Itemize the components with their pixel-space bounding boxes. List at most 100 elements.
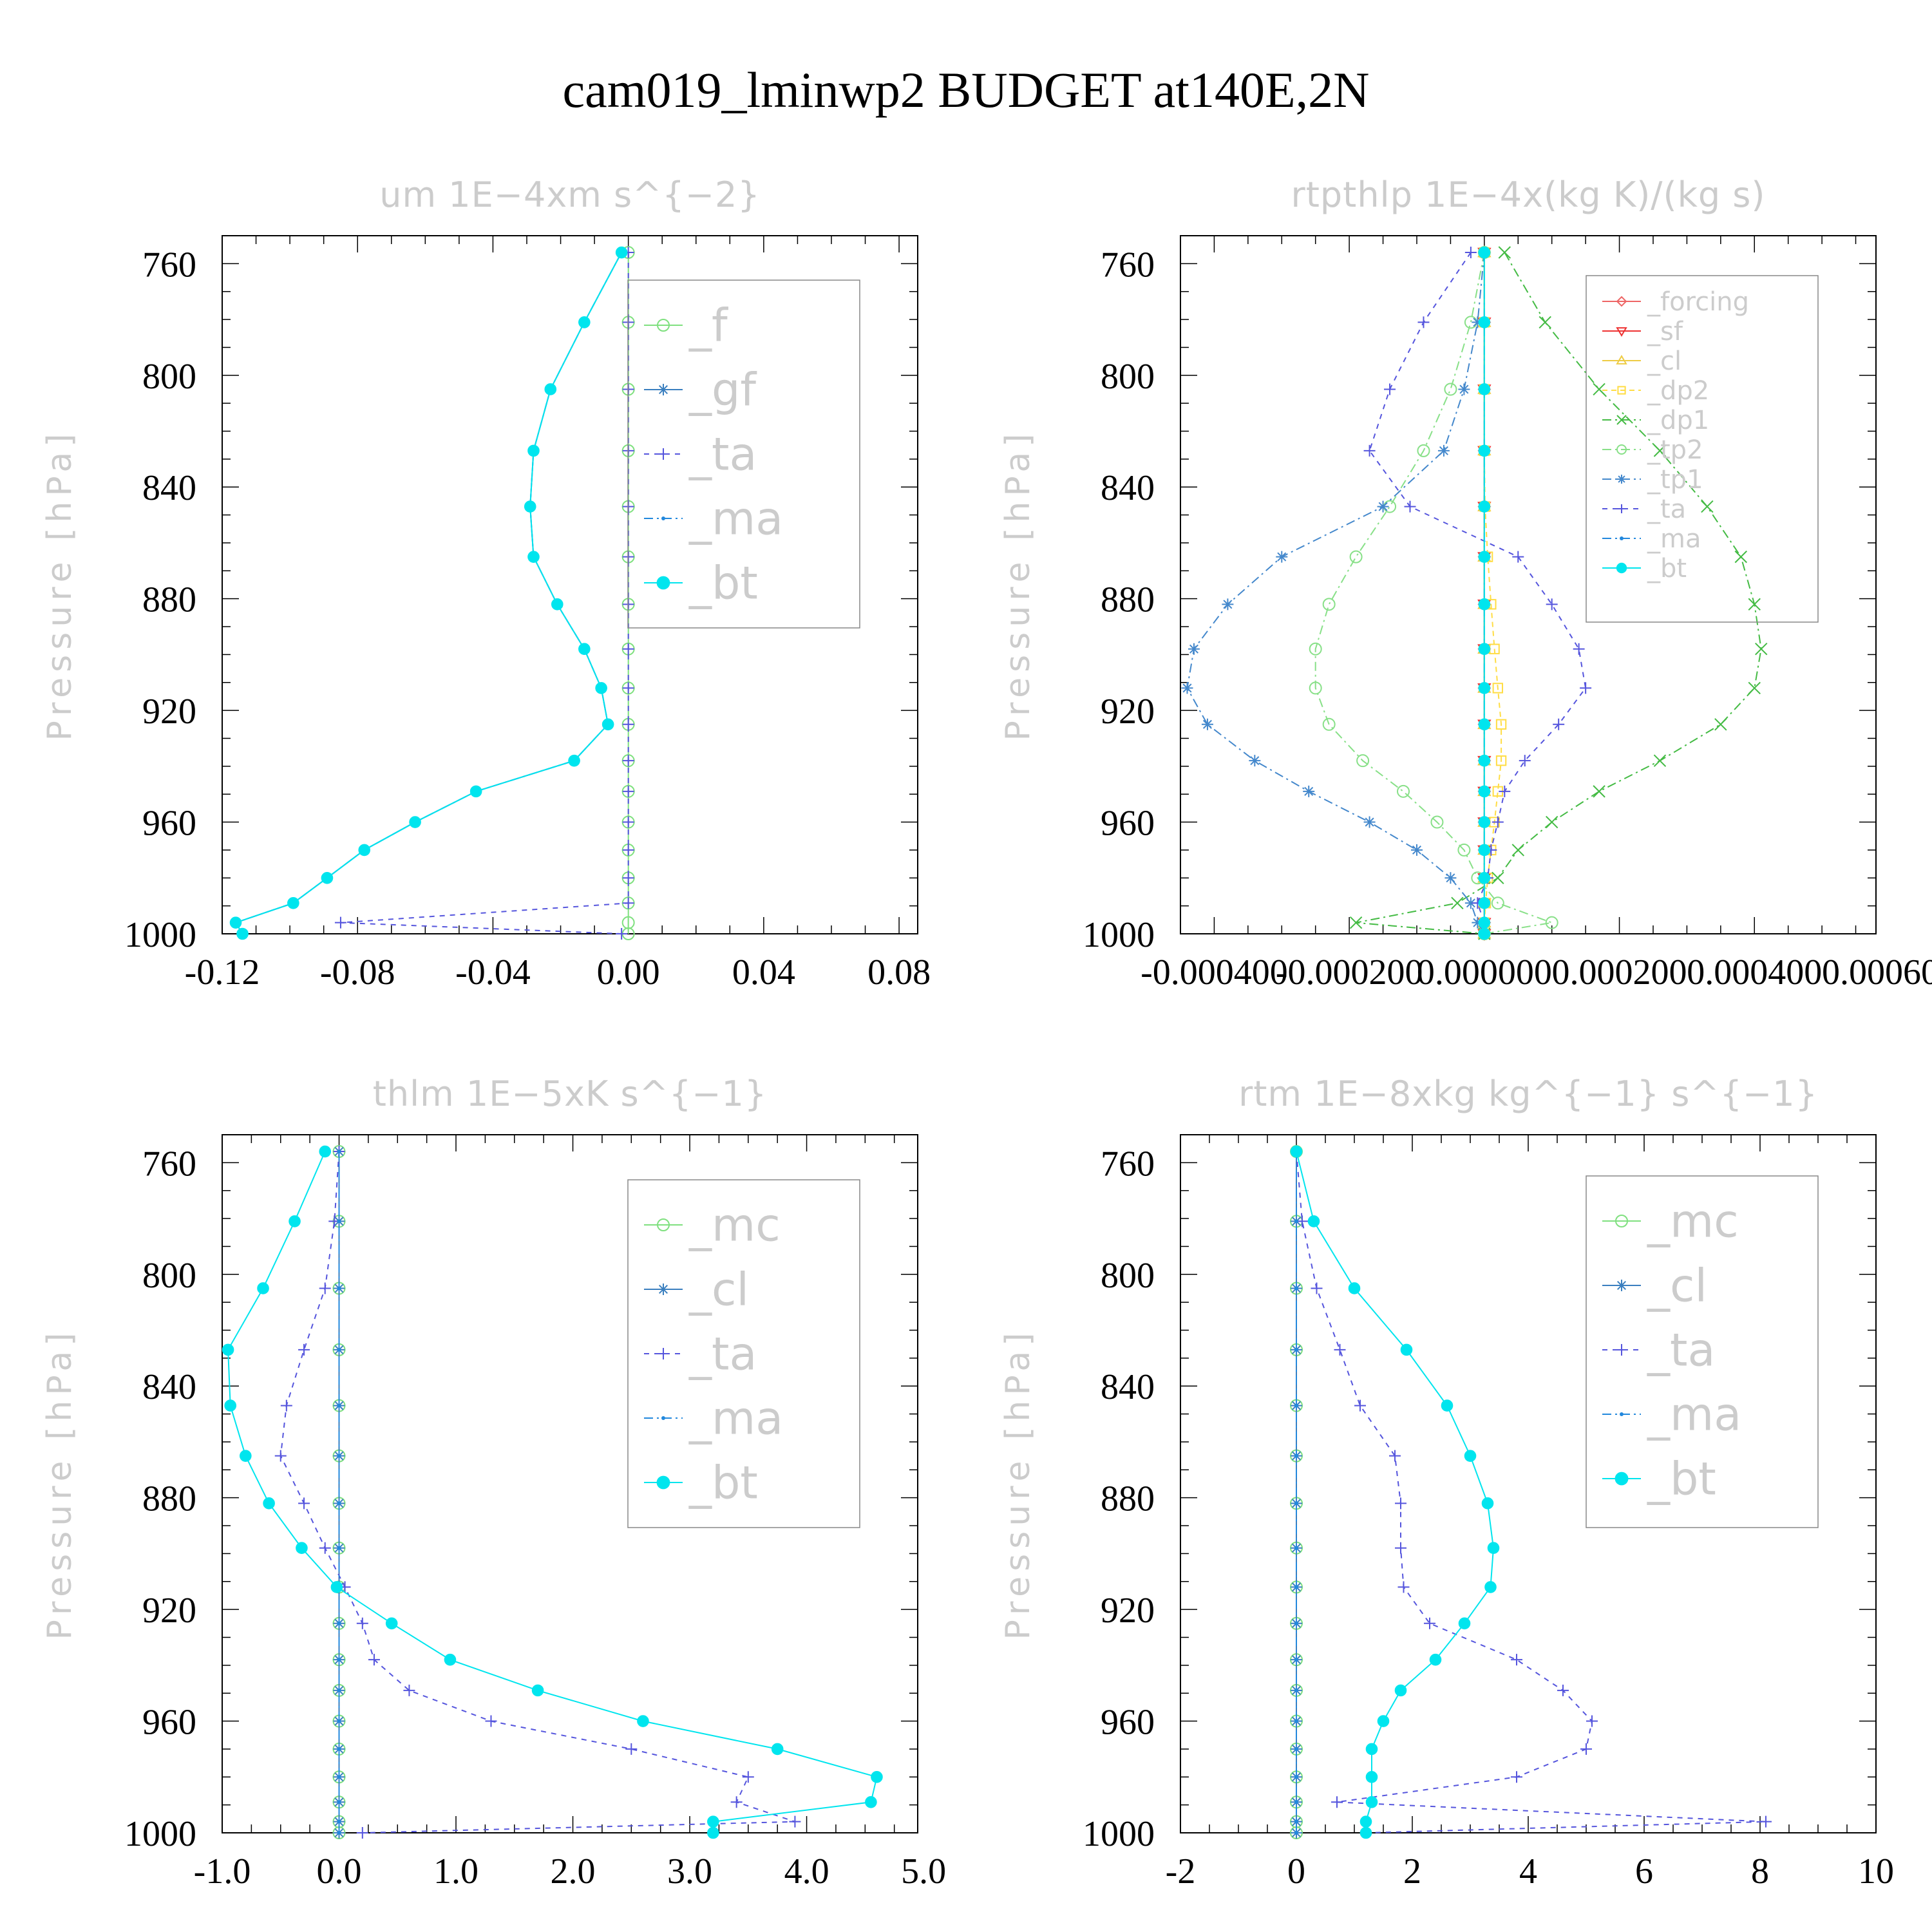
legend-entry: _ma <box>1602 1388 1741 1441</box>
y-tick-label: 920 <box>142 1591 196 1631</box>
legend-marker <box>657 1218 670 1231</box>
data-point <box>1397 1581 1410 1593</box>
series-gf <box>230 247 628 940</box>
legend-entry: _cl <box>1602 346 1681 376</box>
series-line <box>1368 252 1587 934</box>
data-point <box>337 1621 341 1625</box>
legend-label: _cl <box>688 1264 749 1316</box>
data-point <box>1458 383 1470 395</box>
data-point <box>730 1796 743 1808</box>
legend-marker <box>1616 355 1627 365</box>
y-tick-label: 880 <box>1101 580 1155 620</box>
data-point <box>1553 718 1565 730</box>
data-point <box>1359 1826 1372 1839</box>
legend-marker <box>1616 1280 1627 1291</box>
legend-marker <box>658 448 669 460</box>
legend-marker <box>1616 415 1627 425</box>
data-point <box>1478 785 1491 798</box>
data-point <box>1492 816 1504 828</box>
data-point <box>1417 444 1430 457</box>
data-point <box>1222 598 1234 611</box>
data-point <box>1734 550 1747 564</box>
data-point <box>1334 1343 1346 1356</box>
legend-entry: _ta <box>1602 1324 1715 1377</box>
data-point <box>1478 916 1491 929</box>
data-point <box>622 755 634 767</box>
x-tick-label: 2.0 <box>551 1852 596 1891</box>
y-tick-label: 800 <box>1101 1256 1155 1296</box>
legend-entry: _ma <box>1602 524 1701 554</box>
data-point <box>1294 1819 1298 1824</box>
page-title: cam019_lminwp2 BUDGET at140E,2N <box>562 62 1370 118</box>
data-point <box>637 1715 649 1727</box>
data-point <box>1557 1684 1569 1696</box>
x-tick-label: 0.00 <box>597 952 660 992</box>
x-tick-label: 0.08 <box>867 952 931 992</box>
data-point <box>1539 316 1551 329</box>
legend-label: _cl <box>1647 346 1681 376</box>
legend-marker <box>658 1283 669 1295</box>
series-dp1 <box>1349 246 1768 940</box>
data-point <box>1573 643 1585 655</box>
data-point <box>1359 1815 1372 1828</box>
data-point <box>1593 383 1605 396</box>
data-point <box>1394 1684 1407 1697</box>
data-point <box>1311 1282 1323 1294</box>
plot-frame <box>1180 235 1877 934</box>
data-point <box>319 1542 331 1554</box>
x-tick-label: 5.0 <box>901 1852 946 1891</box>
legend-label: _ta <box>1647 1324 1715 1377</box>
series-bt <box>1478 246 1491 940</box>
data-point <box>1495 719 1507 730</box>
data-point <box>524 500 536 513</box>
data-point <box>1484 1581 1497 1593</box>
data-point <box>707 1815 719 1828</box>
x-tick-label: 8 <box>1751 1852 1769 1891</box>
data-point <box>1188 643 1200 655</box>
data-point <box>1294 1658 1298 1662</box>
x-tick-label: 3.0 <box>667 1852 712 1891</box>
y-tick-label: 800 <box>142 357 196 397</box>
data-point <box>1303 785 1315 797</box>
legend-label: _tp2 <box>1647 435 1703 465</box>
data-point <box>1365 1770 1378 1783</box>
data-point <box>1519 755 1531 767</box>
data-point <box>1478 500 1491 513</box>
data-point <box>469 785 482 798</box>
legend-label: _sf <box>1647 317 1683 346</box>
y-tick-label: 1000 <box>1083 915 1155 955</box>
data-point <box>551 598 564 611</box>
legend-label: _cl <box>1647 1260 1707 1312</box>
legend-entry: _bt <box>644 1457 758 1510</box>
legend-entry: _bt <box>644 557 758 610</box>
data-point <box>1322 598 1336 611</box>
panel-title: rtm 1E−8xkg kg^{−1} s^{−1} <box>1238 1074 1818 1114</box>
series-line <box>1296 1151 1495 1833</box>
legend-label: _ma <box>688 1392 783 1445</box>
data-point <box>568 754 580 767</box>
legend-label: _bt <box>1647 554 1687 583</box>
data-point <box>337 1719 341 1723</box>
data-point <box>1755 643 1768 656</box>
data-point <box>1294 1501 1298 1506</box>
data-point <box>337 1501 341 1506</box>
legend-box <box>627 1179 860 1528</box>
data-point <box>622 682 634 694</box>
data-point <box>222 1343 234 1356</box>
series-ta <box>274 1146 801 1839</box>
data-point <box>1400 1343 1413 1356</box>
legend-label: _ma <box>1647 1388 1741 1441</box>
legend-marker <box>1620 1412 1624 1416</box>
y-tick-label: 800 <box>1101 357 1155 397</box>
data-point <box>616 928 628 940</box>
data-point <box>1201 718 1213 730</box>
x-tick-label: 0.000000 <box>1417 952 1552 992</box>
data-point <box>1441 1399 1454 1412</box>
data-point <box>356 1827 368 1839</box>
data-point <box>403 1684 415 1696</box>
data-point <box>1331 1796 1343 1808</box>
data-point <box>1487 1542 1500 1555</box>
legend-marker <box>658 384 669 395</box>
data-point <box>1294 1403 1298 1408</box>
data-point <box>236 927 249 940</box>
